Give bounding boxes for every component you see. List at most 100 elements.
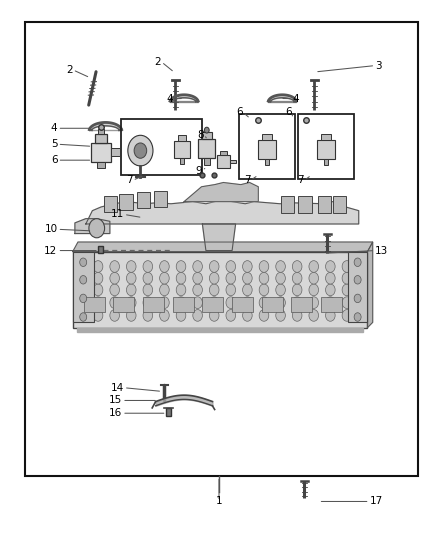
Circle shape xyxy=(205,127,209,133)
Circle shape xyxy=(292,297,302,309)
Bar xyxy=(239,114,295,179)
Circle shape xyxy=(89,219,105,238)
Circle shape xyxy=(226,272,236,284)
Circle shape xyxy=(93,297,103,309)
Circle shape xyxy=(309,310,318,321)
Text: 2: 2 xyxy=(155,57,161,67)
Circle shape xyxy=(193,310,202,321)
Text: 10: 10 xyxy=(44,224,57,235)
Circle shape xyxy=(110,310,120,321)
Circle shape xyxy=(93,272,103,284)
Circle shape xyxy=(259,272,269,284)
Text: 11: 11 xyxy=(110,209,124,220)
Circle shape xyxy=(354,294,361,303)
Circle shape xyxy=(259,261,269,272)
Circle shape xyxy=(159,284,169,296)
Polygon shape xyxy=(73,242,373,252)
Bar xyxy=(198,139,215,158)
Bar xyxy=(91,142,111,162)
Polygon shape xyxy=(202,224,236,251)
Circle shape xyxy=(342,272,352,284)
Circle shape xyxy=(292,310,302,321)
Circle shape xyxy=(110,272,120,284)
Bar xyxy=(180,158,184,164)
Circle shape xyxy=(77,310,86,321)
Circle shape xyxy=(193,284,202,296)
Bar xyxy=(120,193,133,209)
Text: 4: 4 xyxy=(51,123,57,133)
Bar xyxy=(99,130,104,134)
Bar xyxy=(217,155,230,167)
Circle shape xyxy=(243,297,252,309)
Circle shape xyxy=(193,261,202,272)
Circle shape xyxy=(276,261,286,272)
Text: 7: 7 xyxy=(244,175,251,185)
Bar xyxy=(232,297,253,312)
Circle shape xyxy=(176,284,186,296)
Bar xyxy=(281,196,294,213)
Circle shape xyxy=(159,310,169,321)
Text: 14: 14 xyxy=(110,383,124,393)
Circle shape xyxy=(209,310,219,321)
Text: 4: 4 xyxy=(166,93,173,103)
Bar xyxy=(97,162,105,168)
Circle shape xyxy=(193,272,202,284)
Circle shape xyxy=(110,261,120,272)
Bar xyxy=(121,119,201,175)
Text: 15: 15 xyxy=(109,395,122,406)
Circle shape xyxy=(209,272,219,284)
Text: 17: 17 xyxy=(370,496,383,506)
Circle shape xyxy=(80,276,87,284)
Bar xyxy=(204,158,210,165)
Circle shape xyxy=(259,284,269,296)
Circle shape xyxy=(325,297,335,309)
Circle shape xyxy=(226,297,236,309)
Circle shape xyxy=(259,297,269,309)
Circle shape xyxy=(309,261,318,272)
Circle shape xyxy=(226,284,236,296)
Circle shape xyxy=(159,261,169,272)
Circle shape xyxy=(80,313,87,321)
Circle shape xyxy=(127,261,136,272)
Text: 7: 7 xyxy=(297,175,304,185)
Circle shape xyxy=(209,297,219,309)
Circle shape xyxy=(80,294,87,303)
Bar xyxy=(318,196,331,213)
Bar xyxy=(220,151,226,155)
Circle shape xyxy=(243,272,252,284)
Circle shape xyxy=(292,284,302,296)
Bar xyxy=(230,160,237,163)
Bar xyxy=(73,252,367,328)
Circle shape xyxy=(143,297,152,309)
Circle shape xyxy=(342,297,352,309)
Circle shape xyxy=(243,310,252,321)
Bar xyxy=(262,297,283,312)
Circle shape xyxy=(243,261,252,272)
Circle shape xyxy=(127,310,136,321)
Bar xyxy=(137,192,150,208)
Bar xyxy=(324,159,328,165)
Bar xyxy=(348,252,367,322)
Circle shape xyxy=(127,272,136,284)
Circle shape xyxy=(259,310,269,321)
Bar xyxy=(298,196,311,213)
Polygon shape xyxy=(77,328,363,332)
Circle shape xyxy=(276,297,286,309)
Circle shape xyxy=(77,261,86,272)
Circle shape xyxy=(354,258,361,266)
Circle shape xyxy=(342,261,352,272)
Circle shape xyxy=(209,261,219,272)
Bar xyxy=(113,297,134,312)
Circle shape xyxy=(354,313,361,321)
Circle shape xyxy=(325,310,335,321)
Bar xyxy=(333,196,346,213)
Circle shape xyxy=(276,272,286,284)
Circle shape xyxy=(143,310,152,321)
Circle shape xyxy=(77,297,86,309)
Polygon shape xyxy=(86,200,359,224)
Bar xyxy=(166,408,171,416)
Circle shape xyxy=(226,310,236,321)
Circle shape xyxy=(176,297,186,309)
Circle shape xyxy=(134,143,147,158)
Circle shape xyxy=(325,272,335,284)
